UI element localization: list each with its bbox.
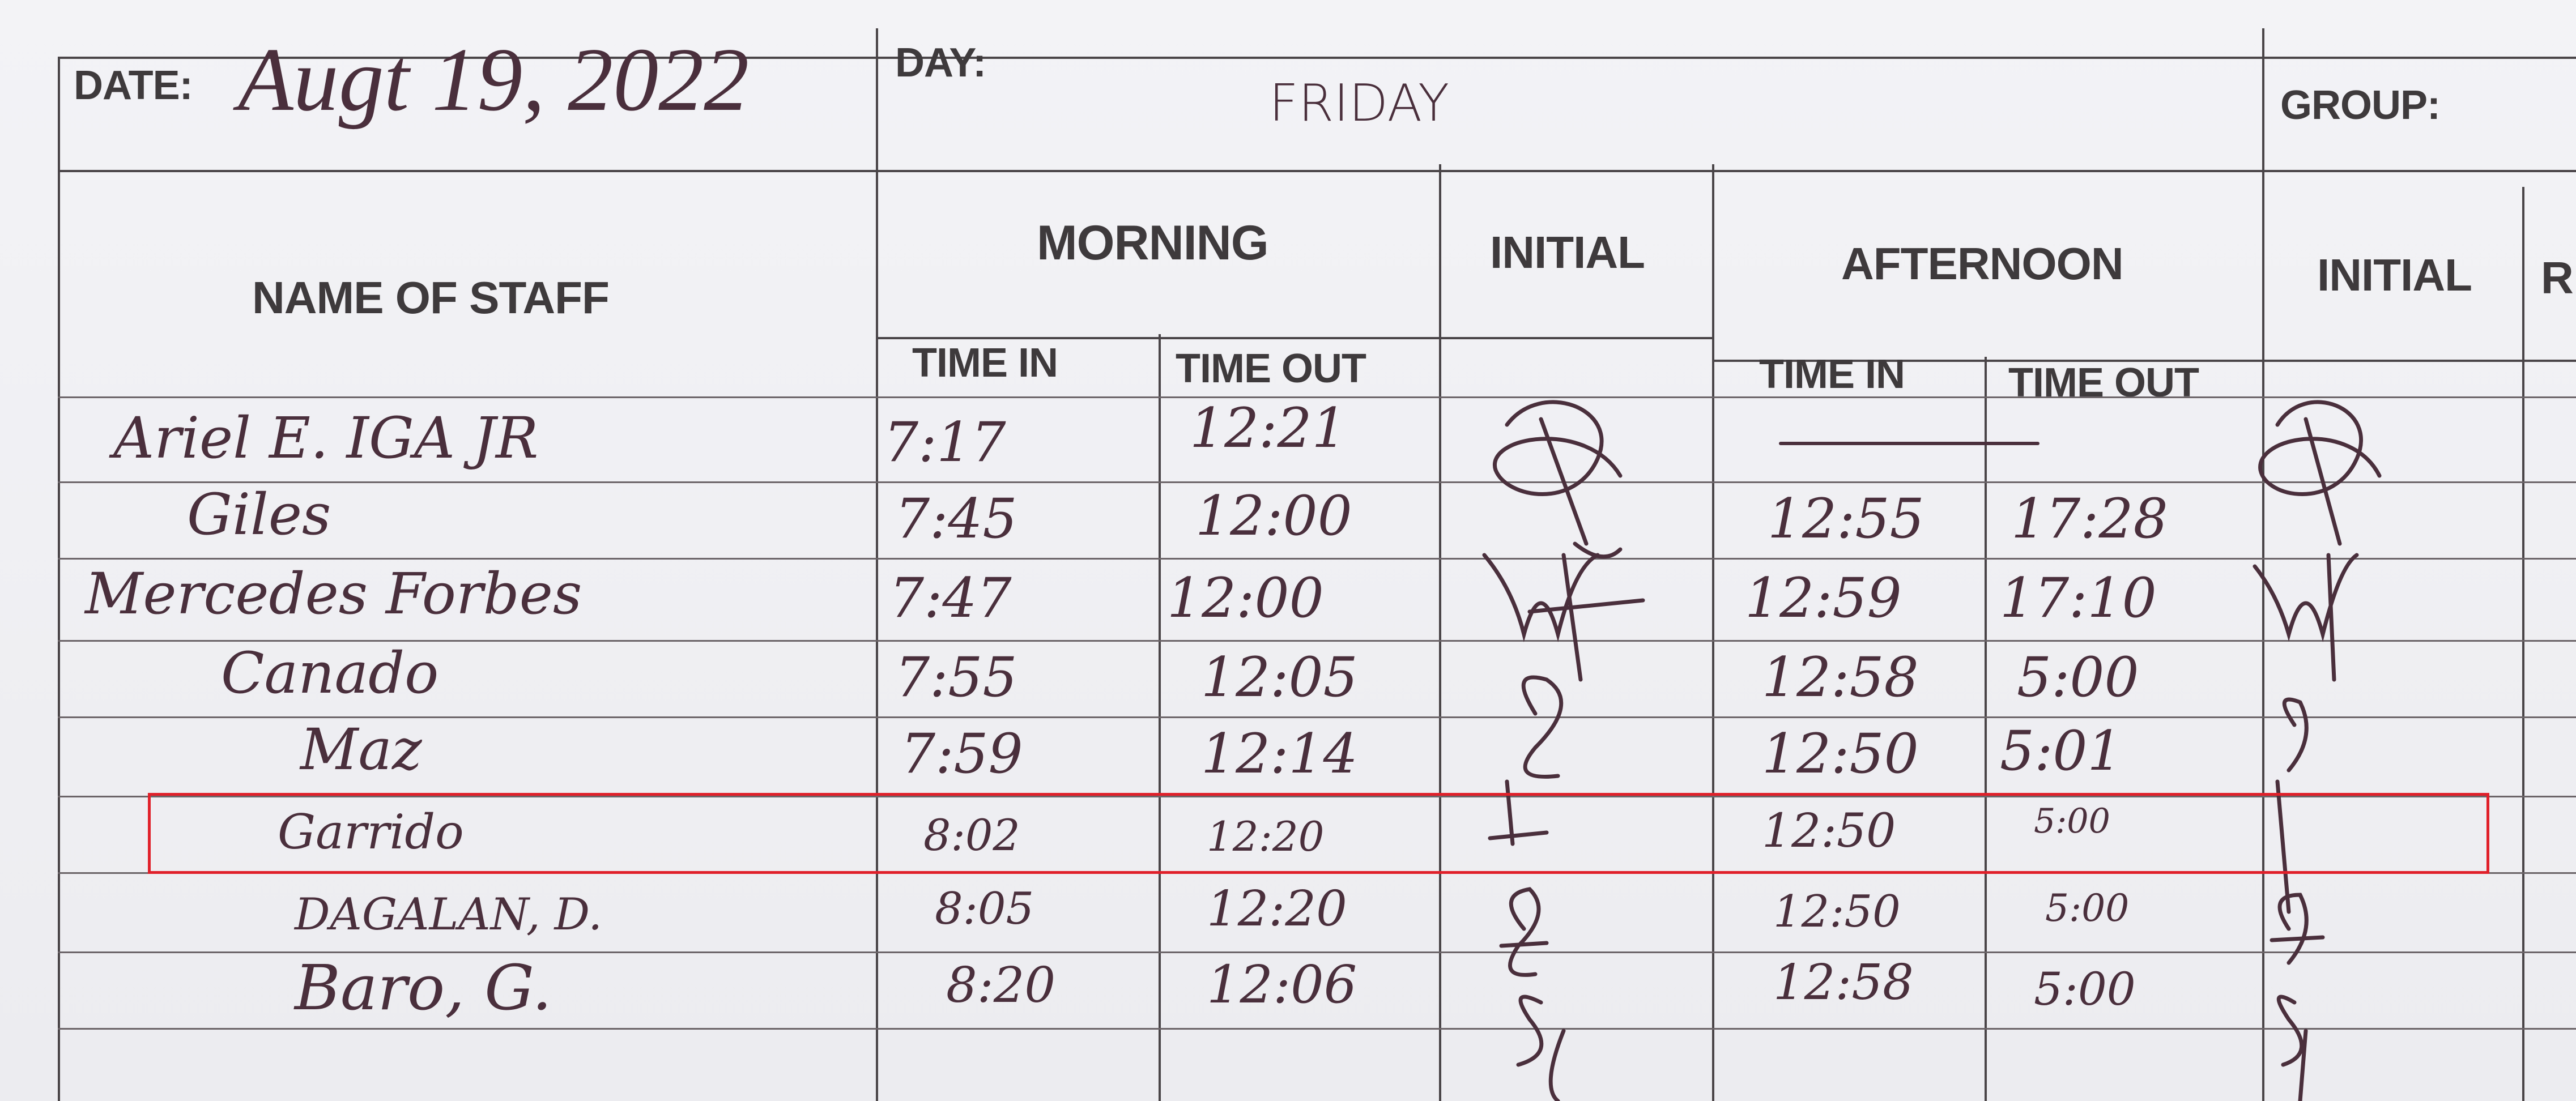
divider-initial <box>1712 164 1714 1101</box>
pm-time-out: 5:01 <box>2000 719 2122 783</box>
line-top <box>58 57 2576 59</box>
signature-initial <box>1499 887 1549 977</box>
pm-time-out: 5:00 <box>2034 963 2136 1015</box>
pm-time-out-heading: TIME OUT <box>2008 360 2199 406</box>
divider-pm-in <box>1985 357 1987 1101</box>
pm-time-in: 12:59 <box>1745 566 1902 630</box>
row-line <box>58 951 2576 953</box>
staff-name: Maz <box>300 716 422 783</box>
pm-time-in-heading: TIME IN <box>1759 352 1905 397</box>
am-time-in: 7:47 <box>889 566 1012 630</box>
signature-initial-2 <box>2270 893 2325 965</box>
divider-pm-out <box>2262 28 2264 1101</box>
am-time-out-heading: TIME OUT <box>1176 346 1366 391</box>
staff-name: DAGALAN, D. <box>295 889 603 940</box>
afternoon-heading: AFTERNOON <box>1841 238 2124 289</box>
pm-time-in: 12:50 <box>1762 804 1896 858</box>
initials-signatures <box>1482 400 2382 1101</box>
signature-initial-2 <box>2253 553 2359 682</box>
row-line <box>58 796 2576 797</box>
pm-time-out: 17:28 <box>2011 487 2168 550</box>
initial-heading: INITIAL <box>1490 227 1645 278</box>
pm-time-in-dash <box>1779 442 2039 445</box>
am-time-out: 12:14 <box>1201 722 1358 786</box>
divider-initial-2 <box>2522 187 2524 1101</box>
staff-name: Giles <box>187 481 331 548</box>
staff-name: Garrido <box>278 804 464 860</box>
divider-am-out <box>1439 164 1441 1101</box>
initial-heading-2: INITIAL <box>2317 250 2472 300</box>
pm-time-in: 12:50 <box>1762 722 1919 786</box>
pm-time-out: 5:00 <box>2045 886 2130 930</box>
signature-initial-2 <box>2258 400 2382 546</box>
row-line <box>58 396 2576 398</box>
name-of-staff-heading: NAME OF STAFF <box>252 272 610 323</box>
row-line <box>58 716 2576 718</box>
staff-name: Canado <box>221 640 439 706</box>
pm-time-out: 17:10 <box>2000 566 2157 630</box>
day-label: DAY: <box>895 40 986 86</box>
signature-initial <box>1482 553 1645 682</box>
row-line <box>58 1028 2576 1030</box>
am-time-in: 7:59 <box>901 722 1023 786</box>
remarks-heading: RE <box>2541 253 2576 303</box>
am-time-in: 8:20 <box>946 957 1056 1014</box>
pm-time-in: 12:58 <box>1762 646 1919 709</box>
am-time-in: 7:55 <box>895 646 1017 709</box>
am-time-out: 12:00 <box>1167 566 1324 630</box>
day-value: FRIDAY <box>1269 74 1450 133</box>
signature-initial-2 <box>2276 995 2308 1101</box>
pm-time-out: 5:00 <box>2017 646 2139 709</box>
signature-initial-2 <box>2275 697 2309 914</box>
am-time-in: 7:45 <box>895 487 1017 550</box>
date-value: Augt 19, 2022 <box>238 29 750 130</box>
am-time-in: 7:17 <box>884 411 1006 474</box>
group-label: GROUP: <box>2280 83 2441 128</box>
pm-time-in: 12:58 <box>1773 954 1914 1011</box>
am-time-in: 8:02 <box>923 810 1020 860</box>
line-date-row <box>58 170 2576 172</box>
am-time-out: 12:05 <box>1201 646 1358 709</box>
signature-initial <box>1492 400 1623 559</box>
line-morning <box>876 337 1712 339</box>
signature-initial <box>1516 995 1566 1101</box>
am-time-in-heading: TIME IN <box>912 340 1058 386</box>
am-time-out: 12:00 <box>1195 484 1352 548</box>
staff-name: Ariel E. IGA JR <box>113 405 539 471</box>
highlighted-row-box <box>148 793 2489 874</box>
divider-name <box>876 28 878 1101</box>
am-time-out: 12:06 <box>1207 954 1357 1015</box>
morning-heading: MORNING <box>1037 216 1269 270</box>
am-time-out: 12:20 <box>1207 813 1325 860</box>
row-line <box>58 640 2576 642</box>
row-line <box>58 558 2576 560</box>
staff-name: Mercedes Forbes <box>85 561 582 627</box>
pm-time-in: 12:50 <box>1773 886 1901 937</box>
signature-initial <box>1488 675 1564 846</box>
row-line <box>58 481 2576 483</box>
line-afternoon <box>1712 360 2576 362</box>
am-time-out: 12:21 <box>1190 396 1347 460</box>
pm-time-out: 5:00 <box>2034 801 2110 841</box>
am-time-out: 12:20 <box>1207 881 1347 937</box>
am-time-in: 8:05 <box>935 884 1034 934</box>
pm-time-in: 12:55 <box>1768 487 1924 550</box>
staff-name: Baro, G. <box>295 951 552 1024</box>
date-label: DATE: <box>74 63 193 108</box>
border-left <box>58 57 60 1101</box>
